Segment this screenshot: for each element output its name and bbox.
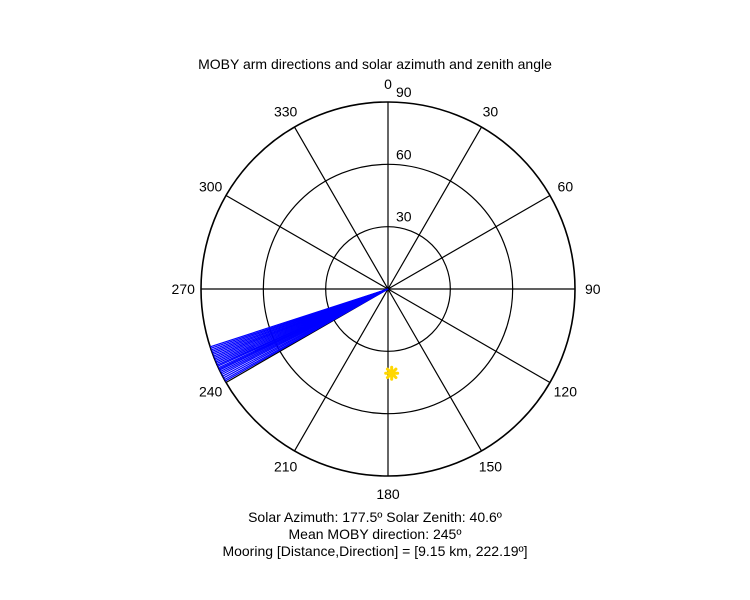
angle-tick-label: 210: [274, 458, 298, 474]
angle-tick-label: 60: [558, 179, 574, 195]
moby-arm-line: [209, 288, 389, 348]
tick-labels: 0 30 60 90 120 150 180 210 240 270 300 330 30 60 90: [172, 76, 601, 502]
angle-tick-label: 300: [199, 179, 223, 195]
angle-spoke: [387, 126, 483, 290]
angle-spoke: [387, 288, 483, 452]
angle-spoke: [225, 194, 389, 290]
angle-tick-label: 120: [554, 383, 578, 399]
angle-tick-label: 240: [199, 383, 223, 399]
mooring-info-text: Mooring [Distance,Direction] = [9.15 km,…: [222, 543, 528, 559]
angle-tick-label: 90: [585, 281, 601, 297]
angle-tick-label: 330: [274, 104, 298, 120]
angle-spoke: [387, 288, 551, 384]
star-stroke: [385, 367, 398, 380]
solar-info-text: Solar Azimuth: 177.5º Solar Zenith: 40.6…: [248, 509, 502, 525]
series-layer: [209, 288, 400, 382]
solar-position-marker: [384, 365, 400, 381]
angle-spoke: [387, 194, 551, 290]
radial-tick-label: 90: [396, 84, 412, 100]
angle-tick-label: 0: [384, 76, 392, 92]
angle-spoke: [293, 126, 389, 290]
chart-title: MOBY arm directions and solar azimuth an…: [198, 56, 552, 72]
mean-direction-text: Mean MOBY direction: 245º: [288, 526, 462, 542]
angle-tick-label: 180: [376, 486, 400, 502]
angle-tick-label: 30: [483, 104, 499, 120]
angle-tick-label: 150: [479, 458, 503, 474]
angle-tick-label: 270: [172, 281, 196, 297]
radial-tick-label: 60: [396, 146, 412, 162]
radial-tick-label: 30: [396, 209, 412, 225]
angle-spoke: [293, 288, 389, 452]
